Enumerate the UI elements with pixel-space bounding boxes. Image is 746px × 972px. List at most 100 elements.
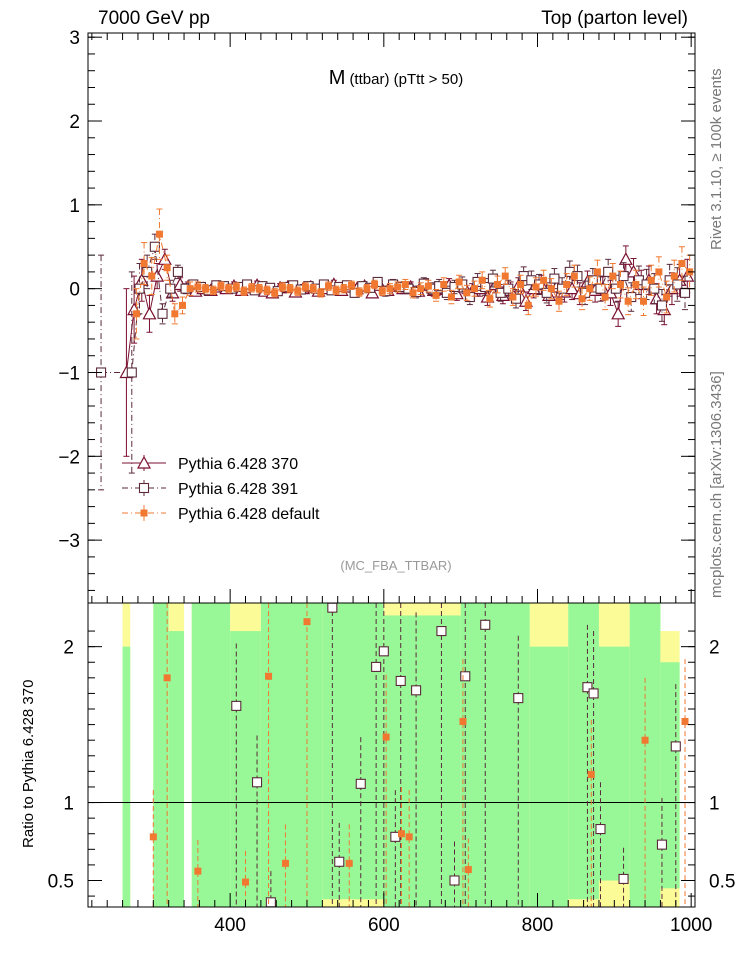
ratio-point bbox=[281, 859, 289, 867]
data-point bbox=[332, 286, 340, 294]
data-point bbox=[417, 285, 425, 293]
ratio-y-tick-label: 0.5 bbox=[48, 871, 74, 892]
data-point bbox=[647, 276, 655, 284]
data-point bbox=[378, 287, 386, 295]
band-green bbox=[383, 615, 461, 907]
header-left-label: 7000 GeV pp bbox=[98, 8, 210, 29]
data-point bbox=[656, 300, 668, 311]
ratio-point bbox=[405, 833, 413, 841]
main-y-tick-label: 2 bbox=[69, 112, 80, 133]
band-green bbox=[568, 603, 599, 900]
data-point bbox=[324, 282, 332, 290]
band-green bbox=[191, 603, 231, 907]
ratio-point bbox=[681, 717, 689, 725]
plot-title: M (ttbar) (pTtt > 50) bbox=[329, 67, 463, 89]
ratio-point bbox=[582, 682, 593, 693]
data-point bbox=[603, 266, 614, 277]
data-point bbox=[363, 285, 371, 293]
band-green bbox=[660, 662, 680, 889]
data-point bbox=[126, 367, 137, 378]
data-point bbox=[509, 293, 517, 301]
plot-title-main: M bbox=[329, 67, 346, 89]
ratio-y-tick-label-right: 2 bbox=[709, 638, 720, 659]
legend-label: Pythia 6.428 370 bbox=[178, 456, 298, 473]
data-point bbox=[486, 295, 494, 303]
main-y-tick-label: −2 bbox=[58, 447, 80, 468]
data-point bbox=[432, 291, 440, 299]
band-green bbox=[322, 603, 384, 900]
data-point bbox=[595, 283, 606, 294]
data-point bbox=[679, 287, 691, 298]
data-point bbox=[409, 289, 417, 297]
ratio-point bbox=[587, 770, 595, 778]
band-green bbox=[529, 646, 569, 907]
data-point bbox=[463, 289, 471, 297]
ratio-point bbox=[194, 867, 202, 875]
legend-label: Pythia 6.428 391 bbox=[178, 481, 298, 498]
data-point bbox=[301, 283, 309, 291]
data-point bbox=[547, 285, 555, 293]
ratio-point bbox=[459, 717, 467, 725]
band-green bbox=[230, 631, 261, 907]
data-point bbox=[578, 295, 586, 303]
data-point bbox=[570, 272, 578, 280]
data-point bbox=[194, 283, 202, 291]
band-green bbox=[260, 603, 323, 907]
data-point bbox=[611, 306, 626, 320]
ratio-frame bbox=[87, 602, 696, 908]
data-point bbox=[616, 280, 624, 288]
data-point bbox=[148, 272, 156, 280]
band-green bbox=[122, 646, 131, 907]
plot-title-suffix: (ttbar) (pTtt > 50) bbox=[349, 71, 463, 88]
data-point bbox=[255, 285, 263, 293]
ratio-point bbox=[460, 671, 471, 682]
data-point bbox=[424, 282, 432, 290]
data-point bbox=[672, 279, 683, 290]
data-point bbox=[348, 281, 356, 289]
ratio-point bbox=[242, 878, 250, 886]
ratio-y-tick-label-right: 1 bbox=[709, 794, 720, 815]
data-point bbox=[524, 301, 532, 309]
data-point bbox=[171, 310, 179, 318]
data-point bbox=[593, 268, 601, 276]
ratio-point bbox=[334, 856, 345, 867]
data-point bbox=[478, 276, 486, 284]
x-tick-label: 1000 bbox=[670, 915, 712, 936]
legend: Pythia 6.428 370 Pythia 6.428 391 Pythia 6… bbox=[122, 455, 320, 523]
ratio-point bbox=[355, 778, 366, 789]
data-point bbox=[217, 282, 225, 290]
ratio-point bbox=[588, 688, 599, 699]
data-point bbox=[555, 297, 563, 305]
ratio-point bbox=[480, 619, 491, 630]
ratio-point bbox=[641, 736, 649, 744]
header-right-label: Top (parton level) bbox=[541, 8, 688, 29]
x-tick-label: 800 bbox=[522, 915, 554, 936]
ratio-y-tick-label: 2 bbox=[63, 638, 74, 659]
ratio-point bbox=[395, 675, 406, 686]
band-green bbox=[598, 646, 630, 881]
data-point bbox=[140, 260, 148, 268]
ratio-point bbox=[464, 866, 472, 874]
data-point bbox=[309, 285, 317, 293]
band-green bbox=[460, 603, 530, 907]
plot-frames bbox=[87, 32, 696, 908]
ratio-point bbox=[265, 672, 273, 680]
data-point bbox=[517, 280, 525, 288]
ratio-series-group bbox=[88, 602, 695, 908]
data-point bbox=[540, 276, 548, 284]
data-point bbox=[640, 297, 648, 305]
data-point bbox=[394, 283, 402, 291]
ratio-point bbox=[618, 873, 629, 884]
axis-ticks: 3 2 1 0 −1 −2 −3 2 2 1 1 0.5 0.5 400 600 800 1000 bbox=[48, 28, 736, 936]
data-point bbox=[186, 285, 194, 293]
data-point bbox=[163, 264, 171, 272]
data-point bbox=[271, 289, 279, 297]
ratio-point bbox=[449, 875, 460, 886]
main-y-tick-label: 0 bbox=[69, 280, 80, 301]
main-y-tick-label: −1 bbox=[58, 363, 80, 384]
ratio-point bbox=[303, 618, 311, 626]
ratio-y-tick-label: 1 bbox=[63, 794, 74, 815]
ratio-point bbox=[371, 661, 382, 672]
data-point bbox=[240, 287, 248, 295]
ratio-uncertainty-bands bbox=[122, 603, 680, 907]
